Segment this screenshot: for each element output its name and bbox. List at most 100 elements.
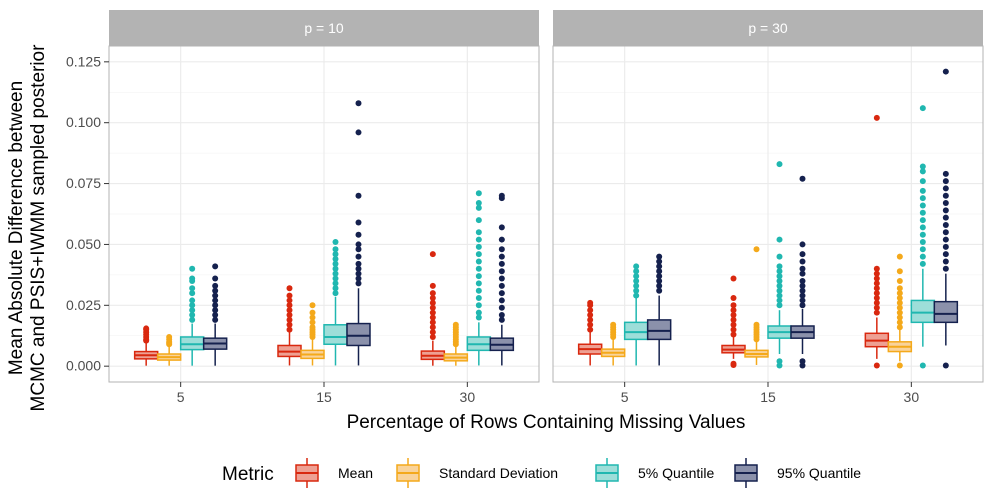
outlier-point	[753, 321, 760, 328]
outlier-point	[189, 275, 196, 282]
outlier-point	[332, 290, 339, 297]
outlier-point	[429, 329, 436, 336]
box-iqr	[646, 319, 672, 341]
box-standard-deviation	[300, 302, 325, 366]
outlier-point	[475, 229, 482, 236]
outlier-point	[587, 307, 594, 314]
x-tick-label: 30	[904, 389, 920, 405]
outlier-point	[355, 231, 362, 238]
outlier-point	[799, 251, 806, 258]
outlier-point	[919, 224, 926, 231]
outlier-point	[799, 241, 806, 248]
outlier-point	[776, 297, 783, 304]
legend-title: Metric	[222, 464, 274, 485]
outlier-point	[189, 265, 196, 272]
box-mean	[577, 299, 603, 366]
outlier-point	[189, 312, 196, 319]
outlier-point	[475, 190, 482, 197]
outlier-point	[896, 362, 903, 369]
outlier-point	[942, 236, 949, 243]
x-tick-label: 15	[316, 389, 332, 405]
outlier-point	[753, 246, 760, 253]
box-5-quantile	[323, 239, 348, 366]
outlier-point	[942, 221, 949, 228]
box-5-quantile	[466, 190, 492, 366]
outlier-point	[309, 319, 316, 326]
outlier-point	[286, 297, 293, 304]
outlier-point	[309, 302, 316, 309]
outlier-point	[212, 282, 219, 289]
y-tick-label: 0.100	[66, 114, 101, 130]
outlier-point	[355, 246, 362, 253]
outlier-point	[429, 324, 436, 331]
outlier-point	[730, 307, 737, 314]
outlier-point	[799, 175, 806, 182]
legend-item-5-quantile: 5% Quantile	[595, 458, 714, 488]
outlier-point	[633, 277, 640, 284]
box-95-quantile	[346, 100, 371, 366]
outlier-point	[730, 312, 737, 319]
outlier-point	[332, 270, 339, 277]
outlier-point	[919, 239, 926, 245]
outlier-point	[776, 161, 783, 168]
legend-label: 95% Quantile	[777, 465, 861, 481]
legend-label: Standard Deviation	[439, 465, 558, 481]
outlier-point	[633, 273, 640, 280]
outlier-point	[776, 268, 783, 275]
outlier-point	[799, 258, 806, 265]
outlier-point	[873, 295, 880, 301]
box-95-quantile	[790, 175, 815, 369]
outlier-point	[656, 263, 663, 270]
outlier-point	[355, 275, 362, 282]
outlier-point	[286, 316, 293, 323]
outlier-point	[498, 268, 505, 275]
outlier-point	[633, 268, 640, 275]
outlier-point	[776, 358, 783, 365]
box-iqr	[323, 324, 348, 346]
y-tick-label: 0.025	[66, 297, 101, 313]
outlier-point	[332, 285, 339, 292]
outlier-point	[286, 302, 293, 309]
y-tick-label: 0.050	[66, 236, 101, 252]
outlier-point	[919, 209, 926, 216]
outlier-point	[633, 287, 640, 294]
outlier-point	[475, 217, 482, 224]
outlier-point	[587, 316, 594, 323]
outlier-point	[730, 321, 737, 328]
outlier-point	[332, 260, 339, 267]
outlier-point	[166, 333, 173, 340]
outlier-point	[355, 260, 362, 267]
outlier-point	[919, 253, 926, 260]
panel-strip-label: p = 10	[304, 20, 344, 36]
outlier-point	[656, 258, 663, 265]
outlier-point	[587, 299, 594, 306]
outlier-point	[475, 309, 482, 316]
outlier-point	[919, 105, 926, 112]
outlier-point	[873, 265, 880, 272]
box-95-quantile	[933, 68, 959, 369]
y-tick-label: 0.075	[66, 175, 101, 191]
outlier-point	[799, 282, 806, 289]
outlier-point	[429, 314, 436, 321]
outlier-point	[776, 263, 783, 270]
outlier-point	[656, 273, 663, 280]
outlier-point	[633, 282, 640, 289]
outlier-point	[332, 265, 339, 272]
outlier-point	[498, 246, 505, 253]
outlier-point	[189, 290, 196, 297]
outlier-point	[189, 316, 196, 323]
outlier-point	[776, 292, 783, 299]
outlier-point	[332, 239, 339, 245]
y-tick-label: 0.125	[66, 53, 101, 69]
outlier-point	[498, 282, 505, 289]
outlier-point	[896, 290, 903, 297]
box-mean	[864, 114, 890, 369]
y-axis: 0.000 0.025 0.050 0.075 0.100 0.125	[66, 53, 109, 374]
outlier-point	[730, 295, 737, 301]
outlier-point	[429, 290, 436, 297]
outlier-point	[332, 280, 339, 287]
outlier-point	[942, 229, 949, 236]
outlier-point	[475, 243, 482, 250]
outlier-point	[498, 253, 505, 260]
outlier-point	[942, 243, 949, 250]
